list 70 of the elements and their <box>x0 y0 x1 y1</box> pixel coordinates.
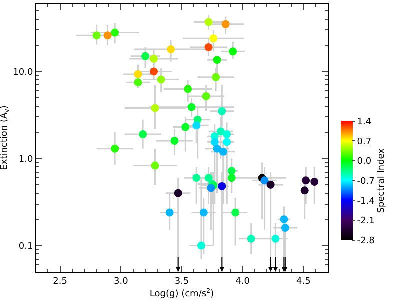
y-tick-label: 10.0 <box>13 68 34 78</box>
point <box>92 32 101 40</box>
color-bar-label: 0.0 <box>357 157 372 168</box>
x-tick-label: 3.5 <box>174 276 190 287</box>
y-tick-label: 1.0 <box>18 154 34 165</box>
color-bar-label: 1.4 <box>357 118 372 128</box>
point <box>204 18 213 26</box>
point <box>150 55 158 64</box>
point <box>216 128 225 136</box>
point <box>111 144 120 153</box>
point <box>272 234 280 243</box>
point <box>174 189 182 198</box>
point <box>170 137 179 145</box>
point <box>134 70 142 78</box>
point <box>111 28 120 37</box>
point <box>151 162 160 170</box>
point <box>202 92 210 100</box>
point <box>207 184 216 192</box>
point <box>151 104 160 112</box>
point <box>104 32 112 40</box>
point <box>157 76 166 84</box>
point <box>247 234 256 243</box>
point <box>150 68 158 76</box>
color-bar-label: -2.8 <box>357 236 376 247</box>
y-tick-label: 0.1 <box>18 242 34 252</box>
point <box>210 138 219 146</box>
x-tick-label: 4.0 <box>236 276 250 287</box>
x-tick-label: 2.5 <box>53 276 68 287</box>
x-tick-label: 4.5 <box>296 276 311 287</box>
point <box>218 107 226 116</box>
point <box>219 148 228 156</box>
point <box>281 224 290 232</box>
point <box>182 123 190 132</box>
point <box>280 216 288 224</box>
color-bar-label: -2.1 <box>357 216 375 227</box>
color-bar-label: -1.4 <box>357 196 376 207</box>
point <box>142 52 150 60</box>
point <box>167 46 176 54</box>
point <box>229 48 238 56</box>
color-bar-label: -0.7 <box>357 177 375 188</box>
point <box>232 208 240 217</box>
point <box>139 130 148 138</box>
point <box>213 56 222 64</box>
point <box>222 20 230 28</box>
point <box>223 130 232 138</box>
point <box>228 174 236 182</box>
point <box>184 85 192 94</box>
point <box>228 167 236 176</box>
x-axis-title: Log(g) (cm/s$^{2}$) <box>150 288 214 300</box>
point <box>192 122 201 130</box>
point <box>260 176 269 185</box>
point <box>197 242 206 250</box>
point <box>200 208 208 217</box>
point <box>213 144 222 153</box>
point <box>266 180 275 189</box>
color-bar-label: 0.7 <box>357 137 372 148</box>
point <box>223 138 232 146</box>
point <box>204 174 213 182</box>
point <box>192 174 201 182</box>
point <box>212 73 220 82</box>
point <box>210 34 218 43</box>
point <box>188 103 196 112</box>
point <box>302 176 310 185</box>
point <box>218 182 226 191</box>
point <box>166 208 174 217</box>
color-bar-title: Spectral Index <box>377 148 388 214</box>
point <box>310 178 319 186</box>
x-tick-label: 3.0 <box>114 276 129 287</box>
point <box>300 186 309 195</box>
point <box>204 43 213 52</box>
